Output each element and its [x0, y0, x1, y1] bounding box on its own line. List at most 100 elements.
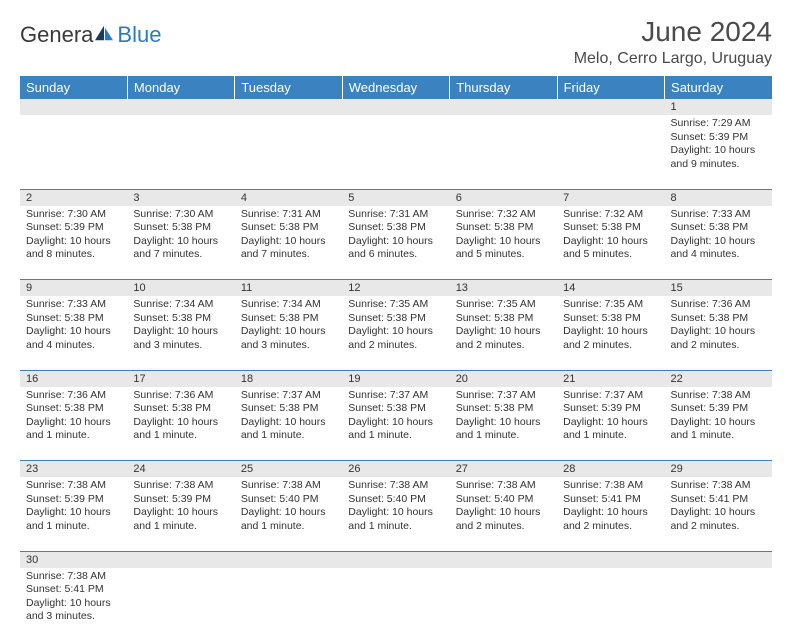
day-number-cell: 7	[557, 189, 664, 206]
daylight-line: Daylight: 10 hours and 2 minutes.	[456, 506, 551, 533]
sunrise-line: Sunrise: 7:38 AM	[241, 479, 336, 493]
day-number-cell	[342, 551, 449, 568]
day-number-row: 9101112131415	[20, 280, 772, 297]
week-row: Sunrise: 7:33 AMSunset: 5:38 PMDaylight:…	[20, 296, 772, 370]
daylight-line: Daylight: 10 hours and 1 minute.	[26, 506, 121, 533]
day-cell: Sunrise: 7:34 AMSunset: 5:38 PMDaylight:…	[235, 296, 342, 370]
day-number-cell: 25	[235, 461, 342, 478]
sunset-line: Sunset: 5:39 PM	[671, 131, 766, 145]
title-block: June 2024 Melo, Cerro Largo, Uruguay	[574, 16, 772, 68]
day-number-cell: 14	[557, 280, 664, 297]
daylight-line: Daylight: 10 hours and 2 minutes.	[563, 506, 658, 533]
daylight-line: Daylight: 10 hours and 1 minute.	[348, 506, 443, 533]
sunset-line: Sunset: 5:39 PM	[133, 493, 228, 507]
day-cell-inner: Sunrise: 7:38 AMSunset: 5:40 PMDaylight:…	[342, 477, 449, 538]
sunset-line: Sunset: 5:38 PM	[133, 312, 228, 326]
sunset-line: Sunset: 5:41 PM	[563, 493, 658, 507]
sunrise-line: Sunrise: 7:38 AM	[26, 479, 121, 493]
day-cell: Sunrise: 7:38 AMSunset: 5:40 PMDaylight:…	[342, 477, 449, 551]
sunrise-line: Sunrise: 7:30 AM	[26, 208, 121, 222]
day-number-cell: 23	[20, 461, 127, 478]
day-cell-inner: Sunrise: 7:35 AMSunset: 5:38 PMDaylight:…	[557, 296, 664, 357]
day-number-row: 2345678	[20, 189, 772, 206]
day-cell-inner: Sunrise: 7:31 AMSunset: 5:38 PMDaylight:…	[342, 206, 449, 267]
daylight-line: Daylight: 10 hours and 1 minute.	[348, 416, 443, 443]
day-cell: Sunrise: 7:38 AMSunset: 5:40 PMDaylight:…	[235, 477, 342, 551]
day-number-cell	[450, 551, 557, 568]
day-number-cell: 10	[127, 280, 234, 297]
daylight-line: Daylight: 10 hours and 2 minutes.	[563, 325, 658, 352]
day-cell-inner: Sunrise: 7:37 AMSunset: 5:38 PMDaylight:…	[450, 387, 557, 448]
sunrise-line: Sunrise: 7:31 AM	[241, 208, 336, 222]
sunset-line: Sunset: 5:38 PM	[241, 221, 336, 235]
daylight-line: Daylight: 10 hours and 1 minute.	[671, 416, 766, 443]
sunset-line: Sunset: 5:39 PM	[671, 402, 766, 416]
sunrise-line: Sunrise: 7:30 AM	[133, 208, 228, 222]
logo-sail-icon	[93, 24, 115, 42]
daylight-line: Daylight: 10 hours and 3 minutes.	[26, 597, 121, 624]
day-cell: Sunrise: 7:36 AMSunset: 5:38 PMDaylight:…	[127, 387, 234, 461]
day-cell-inner: Sunrise: 7:37 AMSunset: 5:38 PMDaylight:…	[342, 387, 449, 448]
day-cell: Sunrise: 7:38 AMSunset: 5:41 PMDaylight:…	[20, 568, 127, 642]
daylight-line: Daylight: 10 hours and 1 minute.	[133, 416, 228, 443]
day-cell	[450, 568, 557, 642]
day-cell-inner: Sunrise: 7:37 AMSunset: 5:39 PMDaylight:…	[557, 387, 664, 448]
sunrise-line: Sunrise: 7:37 AM	[456, 389, 551, 403]
day-cell: Sunrise: 7:34 AMSunset: 5:38 PMDaylight:…	[127, 296, 234, 370]
sunrise-line: Sunrise: 7:36 AM	[671, 298, 766, 312]
sunset-line: Sunset: 5:38 PM	[456, 221, 551, 235]
daylight-line: Daylight: 10 hours and 9 minutes.	[671, 144, 766, 171]
month-title: June 2024	[574, 16, 772, 48]
weekday-header: Thursday	[450, 76, 557, 99]
day-cell-inner: Sunrise: 7:38 AMSunset: 5:40 PMDaylight:…	[235, 477, 342, 538]
weekday-header: Sunday	[20, 76, 127, 99]
sunset-line: Sunset: 5:38 PM	[348, 312, 443, 326]
sunset-line: Sunset: 5:38 PM	[348, 221, 443, 235]
sunset-line: Sunset: 5:38 PM	[456, 312, 551, 326]
day-number-cell: 19	[342, 370, 449, 387]
sunrise-line: Sunrise: 7:32 AM	[456, 208, 551, 222]
week-row: Sunrise: 7:36 AMSunset: 5:38 PMDaylight:…	[20, 387, 772, 461]
sunset-line: Sunset: 5:38 PM	[26, 312, 121, 326]
day-cell: Sunrise: 7:33 AMSunset: 5:38 PMDaylight:…	[20, 296, 127, 370]
day-cell-inner: Sunrise: 7:34 AMSunset: 5:38 PMDaylight:…	[235, 296, 342, 357]
day-number-cell	[665, 551, 772, 568]
location: Melo, Cerro Largo, Uruguay	[574, 50, 772, 68]
week-row: Sunrise: 7:29 AMSunset: 5:39 PMDaylight:…	[20, 115, 772, 189]
day-cell: Sunrise: 7:32 AMSunset: 5:38 PMDaylight:…	[450, 206, 557, 280]
day-cell-inner: Sunrise: 7:36 AMSunset: 5:38 PMDaylight:…	[127, 387, 234, 448]
sunset-line: Sunset: 5:38 PM	[133, 221, 228, 235]
calendar-body: 1Sunrise: 7:29 AMSunset: 5:39 PMDaylight…	[20, 99, 772, 642]
day-cell	[665, 568, 772, 642]
day-cell-inner: Sunrise: 7:38 AMSunset: 5:41 PMDaylight:…	[665, 477, 772, 538]
daylight-line: Daylight: 10 hours and 1 minute.	[241, 416, 336, 443]
daylight-line: Daylight: 10 hours and 2 minutes.	[671, 325, 766, 352]
daylight-line: Daylight: 10 hours and 2 minutes.	[456, 325, 551, 352]
day-number-cell: 20	[450, 370, 557, 387]
sunrise-line: Sunrise: 7:38 AM	[563, 479, 658, 493]
weekday-header: Monday	[127, 76, 234, 99]
day-number-row: 23242526272829	[20, 461, 772, 478]
day-cell: Sunrise: 7:33 AMSunset: 5:38 PMDaylight:…	[665, 206, 772, 280]
day-cell-inner: Sunrise: 7:30 AMSunset: 5:38 PMDaylight:…	[127, 206, 234, 267]
day-cell-inner: Sunrise: 7:33 AMSunset: 5:38 PMDaylight:…	[665, 206, 772, 267]
day-cell-inner: Sunrise: 7:29 AMSunset: 5:39 PMDaylight:…	[665, 115, 772, 176]
day-number-cell	[557, 99, 664, 115]
day-cell: Sunrise: 7:35 AMSunset: 5:38 PMDaylight:…	[342, 296, 449, 370]
day-number-cell	[342, 99, 449, 115]
daylight-line: Daylight: 10 hours and 1 minute.	[133, 506, 228, 533]
day-number-cell	[235, 551, 342, 568]
day-cell: Sunrise: 7:37 AMSunset: 5:39 PMDaylight:…	[557, 387, 664, 461]
day-number-cell: 28	[557, 461, 664, 478]
day-number-row: 30	[20, 551, 772, 568]
day-number-cell: 18	[235, 370, 342, 387]
day-cell: Sunrise: 7:36 AMSunset: 5:38 PMDaylight:…	[20, 387, 127, 461]
daylight-line: Daylight: 10 hours and 1 minute.	[26, 416, 121, 443]
day-cell-inner: Sunrise: 7:32 AMSunset: 5:38 PMDaylight:…	[450, 206, 557, 267]
sunset-line: Sunset: 5:40 PM	[456, 493, 551, 507]
day-number-cell: 21	[557, 370, 664, 387]
sunset-line: Sunset: 5:40 PM	[241, 493, 336, 507]
sunrise-line: Sunrise: 7:38 AM	[671, 479, 766, 493]
daylight-line: Daylight: 10 hours and 2 minutes.	[671, 506, 766, 533]
day-cell-inner: Sunrise: 7:30 AMSunset: 5:39 PMDaylight:…	[20, 206, 127, 267]
